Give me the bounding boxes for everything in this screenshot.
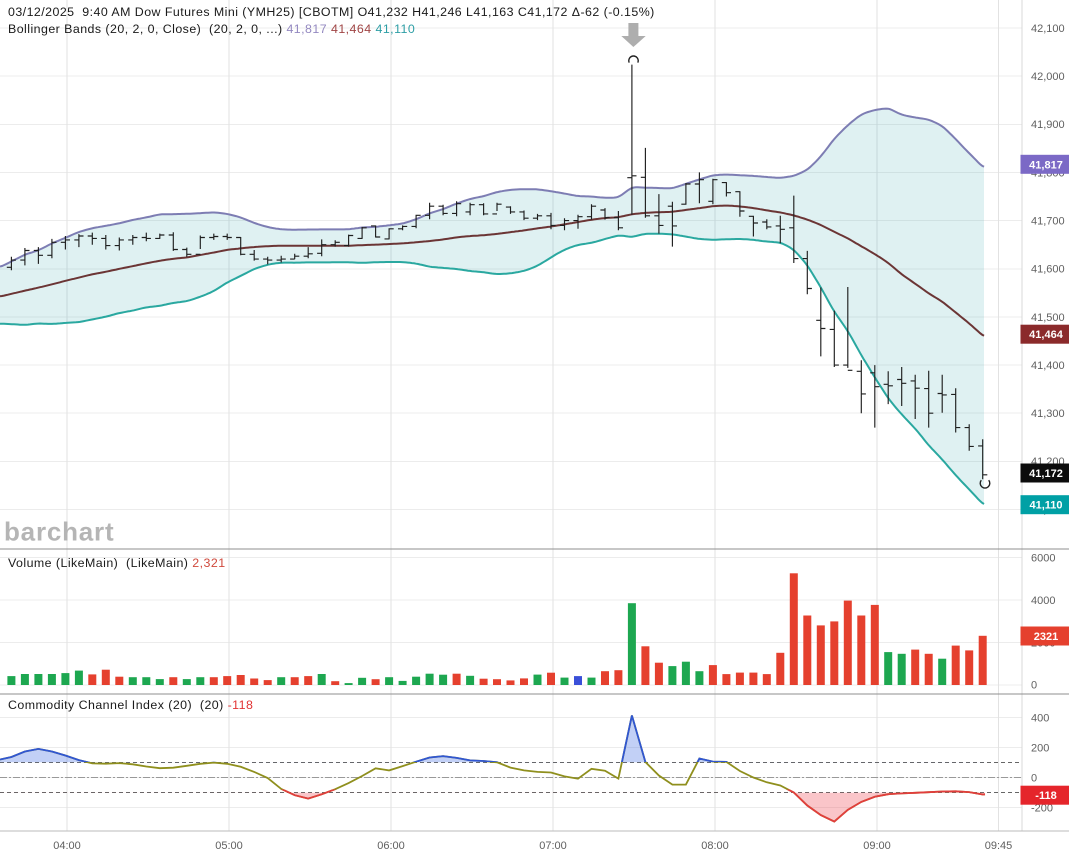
svg-text:6000: 6000 xyxy=(1031,553,1055,565)
svg-text:06:00: 06:00 xyxy=(377,840,405,852)
svg-text:0: 0 xyxy=(1031,680,1037,692)
svg-text:09:45: 09:45 xyxy=(985,840,1013,852)
svg-text:400: 400 xyxy=(1031,712,1049,724)
svg-text:0: 0 xyxy=(1031,772,1037,784)
svg-text:Volume (LikeMain) (LikeMain): Volume (LikeMain) (LikeMain) 2,321 xyxy=(8,556,226,570)
svg-text:41,900: 41,900 xyxy=(1031,119,1065,131)
svg-text:08:00: 08:00 xyxy=(701,840,729,852)
svg-text:03/12/2025 9:40 AM Dow Future: 03/12/2025 9:40 AM Dow Futures Mini (YMH… xyxy=(8,5,655,19)
svg-text:07:00: 07:00 xyxy=(539,840,567,852)
svg-text:4000: 4000 xyxy=(1031,595,1055,607)
svg-text:41,817: 41,817 xyxy=(1029,159,1063,171)
svg-text:barchart: barchart xyxy=(4,517,114,547)
svg-text:42,000: 42,000 xyxy=(1031,71,1065,83)
svg-text:41,400: 41,400 xyxy=(1031,360,1065,372)
svg-text:-118: -118 xyxy=(1035,790,1056,802)
svg-text:Commodity Channel Index (20): Commodity Channel Index (20) (20) -118 xyxy=(8,698,253,712)
svg-text:41,464: 41,464 xyxy=(1029,329,1064,341)
svg-text:200: 200 xyxy=(1031,742,1049,754)
svg-text:2321: 2321 xyxy=(1034,631,1058,643)
svg-text:41,700: 41,700 xyxy=(1031,216,1065,228)
svg-text:41,500: 41,500 xyxy=(1031,312,1065,324)
svg-text:41,172: 41,172 xyxy=(1029,468,1063,480)
svg-text:Bollinger Bands (20, 2, 0, Clo: Bollinger Bands (20, 2, 0, Close) (20, 2… xyxy=(8,22,415,36)
svg-text:41,600: 41,600 xyxy=(1031,264,1065,276)
svg-text:41,110: 41,110 xyxy=(1029,500,1062,512)
svg-text:05:00: 05:00 xyxy=(215,840,243,852)
svg-text:-200: -200 xyxy=(1031,802,1053,814)
svg-text:04:00: 04:00 xyxy=(53,840,81,852)
svg-text:42,100: 42,100 xyxy=(1031,23,1065,35)
svg-text:09:00: 09:00 xyxy=(863,840,891,852)
svg-text:41,300: 41,300 xyxy=(1031,408,1065,420)
